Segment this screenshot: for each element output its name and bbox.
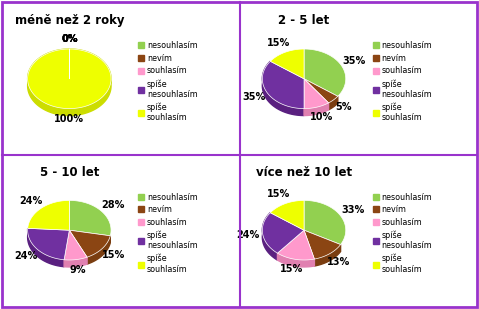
Text: 24%: 24%	[237, 230, 260, 240]
Polygon shape	[304, 230, 341, 259]
Polygon shape	[270, 49, 304, 79]
Polygon shape	[262, 61, 304, 108]
Text: 0%: 0%	[61, 34, 78, 44]
Polygon shape	[277, 230, 314, 260]
Text: 0%: 0%	[61, 34, 78, 44]
Polygon shape	[262, 213, 277, 260]
Text: 0%: 0%	[61, 34, 78, 44]
Polygon shape	[329, 96, 338, 110]
Polygon shape	[64, 230, 87, 260]
Polygon shape	[28, 49, 111, 116]
Polygon shape	[270, 201, 304, 230]
Title: 2 - 5 let: 2 - 5 let	[278, 15, 330, 28]
Polygon shape	[304, 79, 329, 108]
Text: 35%: 35%	[242, 92, 265, 102]
Polygon shape	[87, 236, 110, 264]
Polygon shape	[262, 213, 304, 253]
Polygon shape	[28, 201, 69, 230]
Title: méně než 2 roky: méně než 2 roky	[14, 15, 124, 28]
Legend: nesouhlasím, nevím, souhlasím, spíše
nesouhlasím, spíše
souhlasím: nesouhlasím, nevím, souhlasím, spíše nes…	[138, 193, 197, 274]
Polygon shape	[69, 230, 110, 257]
Polygon shape	[304, 49, 346, 96]
Legend: nesouhlasím, nevím, souhlasím, spíše
nesouhlasím, spíše
souhlasím: nesouhlasím, nevím, souhlasím, spíše nes…	[138, 41, 197, 122]
Polygon shape	[262, 61, 304, 116]
Polygon shape	[69, 201, 111, 236]
Text: 10%: 10%	[310, 112, 333, 122]
Polygon shape	[304, 79, 338, 103]
Text: 33%: 33%	[341, 205, 364, 215]
Polygon shape	[277, 253, 314, 267]
Text: 35%: 35%	[342, 56, 366, 66]
Text: 15%: 15%	[267, 189, 290, 199]
Text: 100%: 100%	[54, 114, 84, 124]
Polygon shape	[28, 49, 111, 108]
Text: 5%: 5%	[336, 102, 352, 112]
Text: 24%: 24%	[19, 196, 43, 206]
Title: více než 10 let: více než 10 let	[256, 166, 352, 179]
Polygon shape	[304, 201, 346, 244]
Polygon shape	[28, 228, 64, 267]
Polygon shape	[28, 228, 69, 260]
Text: 9%: 9%	[70, 265, 86, 275]
Text: 15%: 15%	[102, 250, 125, 260]
Polygon shape	[64, 257, 87, 267]
Legend: nesouhlasím, nevím, souhlasím, spíše
nesouhlasím, spíše
souhlasím: nesouhlasím, nevím, souhlasím, spíše nes…	[373, 193, 432, 274]
Text: 15%: 15%	[267, 38, 290, 48]
Legend: nesouhlasím, nevím, souhlasím, spíše
nesouhlasím, spíše
souhlasím: nesouhlasím, nevím, souhlasím, spíše nes…	[373, 41, 432, 122]
Text: 28%: 28%	[101, 200, 125, 210]
Title: 5 - 10 let: 5 - 10 let	[40, 166, 99, 179]
Text: 13%: 13%	[327, 257, 350, 267]
Polygon shape	[314, 244, 341, 266]
Text: 15%: 15%	[280, 265, 303, 274]
Text: 0%: 0%	[61, 34, 78, 44]
Polygon shape	[304, 103, 329, 116]
Text: 24%: 24%	[14, 251, 37, 261]
